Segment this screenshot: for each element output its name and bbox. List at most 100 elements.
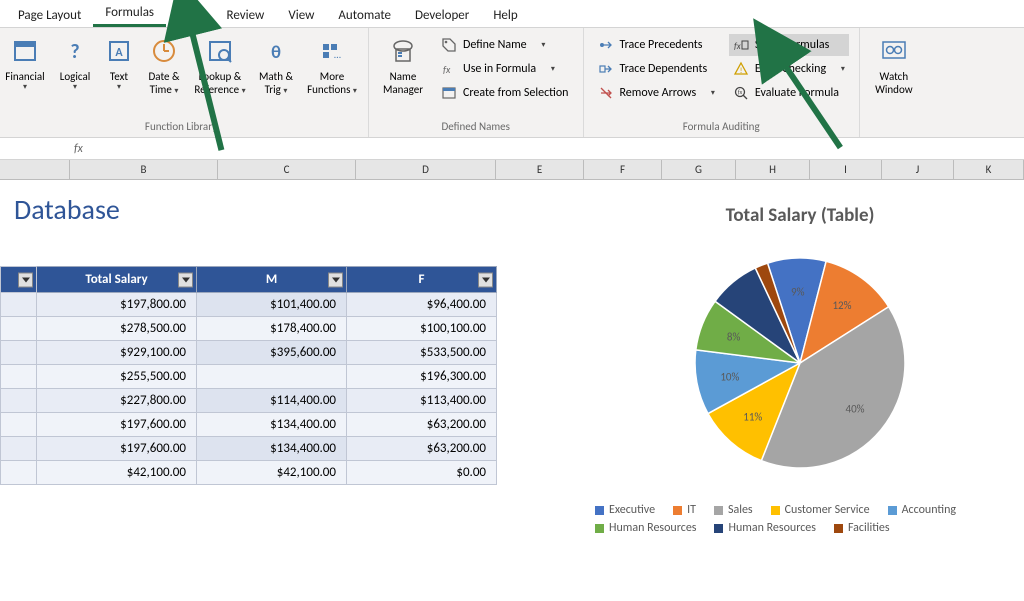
col-header-G[interactable]: G [662, 160, 736, 179]
name-manager-button[interactable]: NameManager [375, 32, 431, 100]
remove-arrows-icon [598, 85, 614, 101]
legend-item: Executive [595, 503, 655, 517]
filter-arrow-icon[interactable] [328, 272, 343, 287]
svg-text:?: ? [70, 40, 79, 64]
remove-arrows-button[interactable]: Remove Arrows ▾ [594, 82, 719, 104]
filter-arrow-icon[interactable] [478, 272, 493, 287]
legend-item: Human Resources [714, 521, 815, 535]
svg-text:fx: fx [738, 88, 743, 96]
evaluate-formula-icon: fx [733, 85, 749, 101]
table-row: $42,100.00$42,100.00$0.00 [1, 461, 497, 485]
col-header-F[interactable]: F [584, 160, 662, 179]
table-row: $197,600.00$134,400.00$63,200.00 [1, 413, 497, 437]
text-label: Text [110, 70, 128, 83]
datetime-button[interactable]: Date &Time ▾ [140, 32, 188, 101]
svg-text:…: … [334, 48, 341, 61]
group-defined-names: NameManager Define Name ▾ fx Use in Form… [369, 28, 584, 137]
trace-precedents-button[interactable]: Trace Precedents [594, 34, 719, 56]
fx-icon: fx [441, 61, 457, 77]
tab-formulas[interactable]: Formulas [93, 0, 166, 27]
pie-chart: Total Salary (Table) 9%12%40%11%10%8% Ex… [585, 204, 1015, 584]
evaluate-formula-button[interactable]: fx Evaluate Formula [729, 82, 849, 104]
show-formulas-icon: fx [733, 37, 749, 53]
chart-title: Total Salary (Table) [585, 204, 1015, 227]
table-header[interactable]: F [347, 267, 497, 293]
tab-automate[interactable]: Automate [326, 2, 403, 27]
financial-label: Financial [5, 70, 44, 83]
pie-label: 10% [720, 370, 739, 383]
salary-table: Total SalaryMF$197,800.00$101,400.00$96,… [0, 266, 497, 485]
financial-button[interactable]: Financial ▾ [0, 32, 50, 97]
logical-label: Logical [60, 70, 90, 83]
group-watch: WatchWindow [860, 28, 928, 137]
filter-arrow-icon[interactable] [178, 272, 193, 287]
legend-swatch [771, 506, 780, 515]
group-label-function-library: Function Library [0, 118, 362, 137]
more-functions-button[interactable]: … MoreFunctions ▾ [302, 32, 362, 101]
formula-bar[interactable]: fx [0, 138, 1024, 160]
table-header[interactable]: Total Salary [37, 267, 197, 293]
math-button[interactable]: θ Math &Trig ▾ [252, 32, 300, 101]
logical-button[interactable]: ? Logical ▾ [52, 32, 98, 97]
tab-review[interactable]: Review [215, 2, 277, 27]
tab-view[interactable]: View [276, 2, 326, 27]
svg-text:A: A [115, 46, 123, 60]
table-header[interactable]: M [197, 267, 347, 293]
trace-precedents-icon [598, 37, 614, 53]
table-row: $197,600.00$134,400.00$63,200.00 [1, 437, 497, 461]
col-header-B[interactable]: B [70, 160, 218, 179]
col-header-E[interactable]: E [496, 160, 584, 179]
show-formulas-button[interactable]: fx Show Formulas [729, 34, 849, 56]
define-name-button[interactable]: Define Name ▾ [437, 34, 573, 56]
legend-swatch [595, 524, 604, 533]
tab-data[interactable]: Data [166, 2, 215, 27]
svg-text:fx: fx [443, 63, 451, 76]
selection-icon [441, 85, 457, 101]
col-header-I[interactable]: I [810, 160, 882, 179]
legend-item: Accounting [888, 503, 956, 517]
watch-window-button[interactable]: WatchWindow [866, 32, 922, 100]
trace-dependents-icon [598, 61, 614, 77]
table-header[interactable] [1, 267, 37, 293]
pie-label: 9% [791, 286, 805, 299]
col-header-H[interactable]: H [736, 160, 810, 179]
legend-item: Customer Service [771, 503, 870, 517]
tag-icon [441, 37, 457, 53]
table-row: $929,100.00$395,600.00$533,500.00 [1, 341, 497, 365]
group-label-formula-auditing: Formula Auditing [590, 118, 853, 137]
text-button[interactable]: A Text ▾ [100, 32, 138, 97]
tab-help[interactable]: Help [481, 2, 529, 27]
table-row: $197,800.00$101,400.00$96,400.00 [1, 293, 497, 317]
lookup-button[interactable]: Lookup &Reference ▾ [190, 32, 250, 101]
col-header-K[interactable]: K [954, 160, 1024, 179]
column-headers: BCDEFGHIJK [0, 160, 1024, 180]
filter-arrow-icon[interactable] [18, 272, 33, 287]
col-header-stub[interactable] [0, 160, 70, 179]
legend-item: Facilities [834, 521, 890, 535]
pie-label: 11% [743, 411, 762, 424]
legend-item: IT [673, 503, 696, 517]
legend-swatch [595, 506, 604, 515]
table-row: $227,800.00$114,400.00$113,400.00 [1, 389, 497, 413]
error-checking-icon: ! [733, 61, 749, 77]
svg-text:!: ! [740, 66, 743, 76]
table-row: $255,500.00$196,300.00 [1, 365, 497, 389]
col-header-D[interactable]: D [356, 160, 496, 179]
legend-swatch [834, 524, 843, 533]
tab-page-layout[interactable]: Page Layout [6, 2, 93, 27]
use-in-formula-button[interactable]: fx Use in Formula ▾ [437, 58, 573, 80]
pie-label: 8% [727, 331, 741, 344]
legend-swatch [673, 506, 682, 515]
col-header-C[interactable]: C [218, 160, 356, 179]
legend-item: Human Resources [595, 521, 696, 535]
tab-developer[interactable]: Developer [403, 2, 481, 27]
col-header-J[interactable]: J [882, 160, 954, 179]
ribbon-tabs: Page LayoutFormulasDataReviewViewAutomat… [0, 0, 1024, 28]
group-label-defined-names: Defined Names [375, 118, 577, 137]
create-from-selection-button[interactable]: Create from Selection [437, 82, 573, 104]
legend-swatch [714, 524, 723, 533]
group-function-library: Financial ▾ ? Logical ▾ A Text ▾ Date &T… [0, 28, 369, 137]
svg-text:fx: fx [734, 41, 741, 52]
error-checking-button[interactable]: ! Error Checking ▾ [729, 58, 849, 80]
trace-dependents-button[interactable]: Trace Dependents [594, 58, 719, 80]
